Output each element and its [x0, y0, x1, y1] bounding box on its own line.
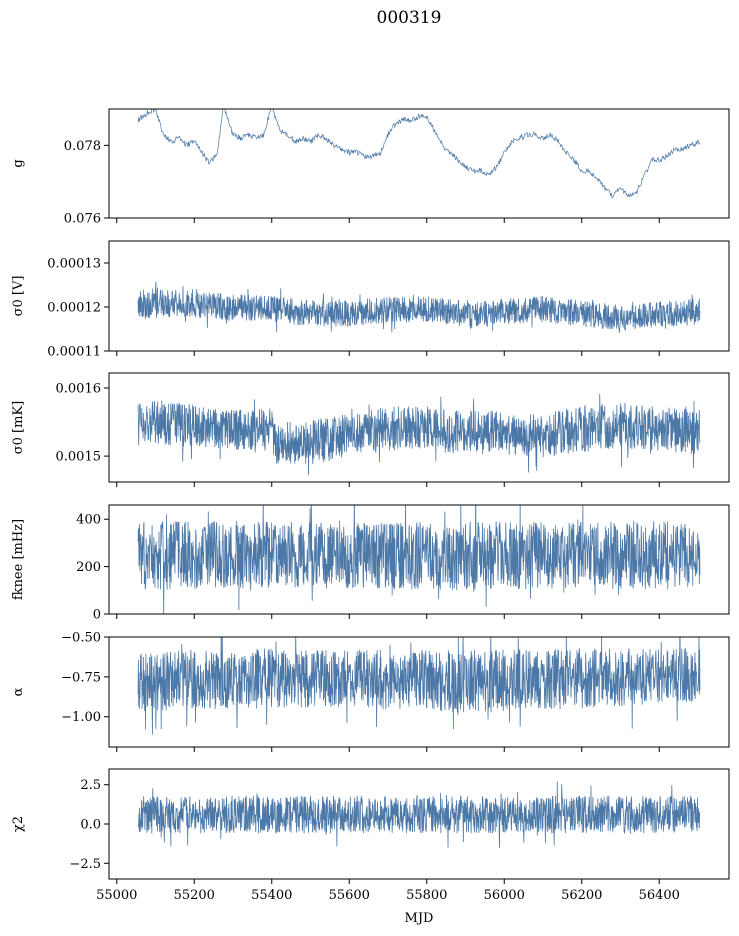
panel-2: 0.00011 0.00012 0.00013 σ0 [V]: [11, 240, 730, 360]
x-tick-label: 55000: [96, 888, 137, 903]
y-axis-label: fknee [mHz]: [11, 519, 26, 600]
y-axis-label: σ0 [V]: [11, 276, 26, 317]
y-tick-label: −0.75: [61, 670, 101, 685]
y-tick-label: 0: [93, 608, 101, 623]
axes-frame: [108, 372, 730, 483]
panel-4: 0 200 400 fknee [mHz]: [11, 504, 730, 623]
series-trace: [137, 637, 701, 735]
axes-frame: [108, 240, 730, 352]
y-tick-label: 200: [76, 560, 101, 575]
panel-3: 0.0015 0.0016 σ0 [mK]: [11, 372, 730, 487]
series-line: [137, 109, 701, 199]
y-axis-label: g: [11, 159, 26, 167]
y-tick-label: 0.0: [80, 818, 101, 833]
axes-frame: [108, 504, 730, 615]
y-tick-label: 0.078: [64, 139, 101, 154]
x-tick-label: 56200: [561, 888, 602, 903]
y-tick-label: −2.5: [69, 857, 101, 872]
y-tick-label: 2.5: [80, 778, 101, 793]
series-trace: [137, 394, 701, 476]
y-axis-label: α: [11, 687, 26, 696]
y-axis-label: σ0 [mK]: [11, 401, 26, 454]
y-tick-label: 0.0015: [56, 450, 102, 465]
panel-1: 0.076 0.078 g: [11, 108, 730, 227]
panel-6: −2.5 0.0 2.5 55000 55200 55400 55600 55800 56000…: [11, 768, 730, 903]
axes-frame: [108, 636, 730, 748]
y-tick-label: 0.00013: [47, 257, 101, 272]
x-tick-label: 56400: [639, 888, 680, 903]
x-tick-label: 55600: [329, 888, 370, 903]
axes-frame: [108, 108, 730, 219]
series-trace: [137, 281, 701, 333]
y-tick-label: 0.00012: [47, 301, 101, 316]
series-trace: [137, 781, 701, 849]
y-tick-label: −1.00: [61, 710, 101, 725]
y-tick-label: 0.0016: [56, 381, 102, 396]
x-tick-label: 55800: [406, 888, 447, 903]
x-tick-label: 55200: [174, 888, 215, 903]
panel-5: −1.00 −0.75 −0.50 α: [11, 631, 730, 752]
y-axis-label: χ2: [11, 816, 26, 832]
x-tick-label: 56000: [484, 888, 525, 903]
y-tick-label: 0.00011: [47, 345, 101, 360]
y-tick-label: −0.50: [61, 631, 101, 646]
y-tick-label: 0.076: [64, 212, 101, 227]
figure-title: 000319: [377, 8, 442, 28]
series-trace: [137, 505, 701, 614]
x-axis-label: MJD: [405, 911, 434, 926]
x-tick-label: 55400: [251, 888, 292, 903]
y-tick-label: 400: [76, 513, 101, 528]
